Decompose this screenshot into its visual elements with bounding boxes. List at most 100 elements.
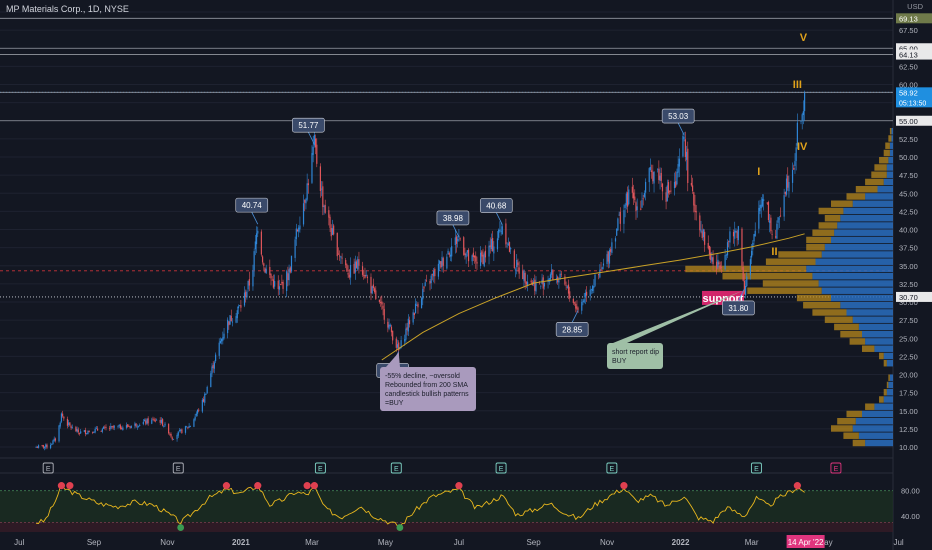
vp-bar-up	[889, 142, 893, 149]
candle-body	[375, 290, 377, 299]
candle-body	[804, 92, 806, 112]
candle-body	[348, 274, 350, 278]
candle-body	[36, 447, 38, 448]
candle-body	[382, 305, 384, 309]
candle-body	[760, 204, 762, 209]
candle-body	[549, 274, 552, 280]
candle-body	[380, 302, 382, 303]
vp-bar-down	[846, 193, 866, 200]
price-axis-level-badge	[896, 115, 932, 126]
rsi-overbought-dot	[455, 482, 463, 490]
peak-connector	[571, 310, 579, 323]
candle-body	[87, 431, 89, 434]
candle-body	[84, 430, 87, 434]
candle-body	[707, 243, 709, 249]
vp-bar-up	[889, 374, 893, 381]
earnings-marker-label: E	[754, 466, 759, 473]
price-axis-level-text: 58.92	[899, 88, 918, 97]
candle-body	[136, 426, 138, 428]
earnings-marker	[750, 462, 762, 474]
price-axis-level-text: 65.00	[899, 44, 918, 53]
candle-body	[286, 271, 288, 291]
candle-body	[684, 139, 686, 157]
candle-body	[383, 308, 385, 320]
candle-body	[439, 261, 441, 264]
candle-body	[390, 326, 393, 333]
vp-bar-down	[852, 439, 866, 447]
time-tick-label: Nov	[600, 538, 614, 547]
vp-bar-down	[883, 389, 887, 396]
candle-body	[657, 168, 659, 170]
wave-label: III	[793, 79, 802, 91]
vp-bar-up	[852, 316, 893, 323]
candle-body	[339, 255, 341, 257]
candle-body	[198, 409, 200, 411]
candle-body	[763, 199, 765, 201]
candle-body	[54, 438, 57, 441]
vp-bar-down	[685, 265, 807, 273]
earnings-marker-label: E	[176, 466, 181, 473]
rsi-overbought-dot	[303, 482, 311, 490]
price-axis[interactable]: USD 10.00 12.50 15.00 17.50 20.00 22.50 25.00 27…	[894, 0, 932, 550]
candle-body	[330, 227, 332, 237]
candle-body	[264, 268, 266, 273]
candle-body	[378, 299, 381, 302]
candle-body	[431, 274, 434, 276]
candle-body	[358, 259, 360, 266]
time-axis[interactable]: Jul Sep Nov 2021 Mar May Jul Sep Nov 2022 Mar May Ju…	[14, 535, 932, 548]
time-tick-label: Sep	[526, 538, 541, 547]
price-tick-label: 37.50	[899, 244, 918, 253]
candle-body	[783, 195, 785, 217]
candle-body	[127, 424, 129, 427]
candle-body	[365, 274, 367, 277]
candle-body	[420, 298, 423, 309]
candle-body	[80, 431, 82, 434]
candle-body	[687, 148, 689, 184]
candle-body	[725, 254, 727, 256]
candle-body	[95, 427, 97, 429]
candle-body	[598, 274, 600, 276]
candle-body	[139, 424, 141, 426]
vp-bar-up	[888, 157, 893, 164]
candle-body	[525, 282, 527, 285]
candle-body	[565, 285, 567, 287]
candle-body	[163, 426, 165, 427]
candle-body	[194, 416, 196, 420]
price-tick-label: 30.00	[899, 298, 918, 307]
vp-bar-up	[821, 251, 893, 258]
candle-body	[484, 250, 487, 258]
vp-bar-up	[886, 164, 893, 171]
vp-bar-down	[885, 142, 890, 149]
vp-bar-down	[871, 171, 887, 178]
callout-box	[607, 343, 663, 369]
candle-body	[35, 447, 37, 448]
candle-body	[592, 285, 594, 292]
rsi-overbought-dot	[66, 482, 74, 490]
candle-body	[693, 192, 695, 206]
candle-body	[257, 230, 259, 234]
candle-body	[766, 202, 768, 204]
current-date-label: 14 Apr '22	[788, 538, 824, 547]
peak-label-box	[235, 197, 269, 213]
candle-body	[169, 433, 171, 435]
candle-body	[129, 426, 131, 428]
price-tick-label: 62.50	[899, 62, 918, 71]
candle-body	[793, 167, 795, 170]
time-tick-label: 2021	[232, 538, 250, 547]
peak-label: 40.74	[242, 201, 263, 210]
candle-body	[552, 270, 554, 280]
candles	[35, 90, 806, 451]
candle-body	[523, 270, 525, 281]
candle-body	[164, 423, 166, 426]
candle-body	[558, 280, 560, 283]
price-tick-label: 27.50	[899, 316, 918, 325]
candle-body	[223, 333, 225, 339]
candle-body	[736, 231, 738, 239]
peak-label: 31.80	[728, 304, 749, 313]
rsi-overbought-dot	[310, 482, 318, 490]
candle-body	[631, 186, 633, 193]
candle-body	[413, 312, 415, 316]
candle-body	[248, 279, 250, 286]
